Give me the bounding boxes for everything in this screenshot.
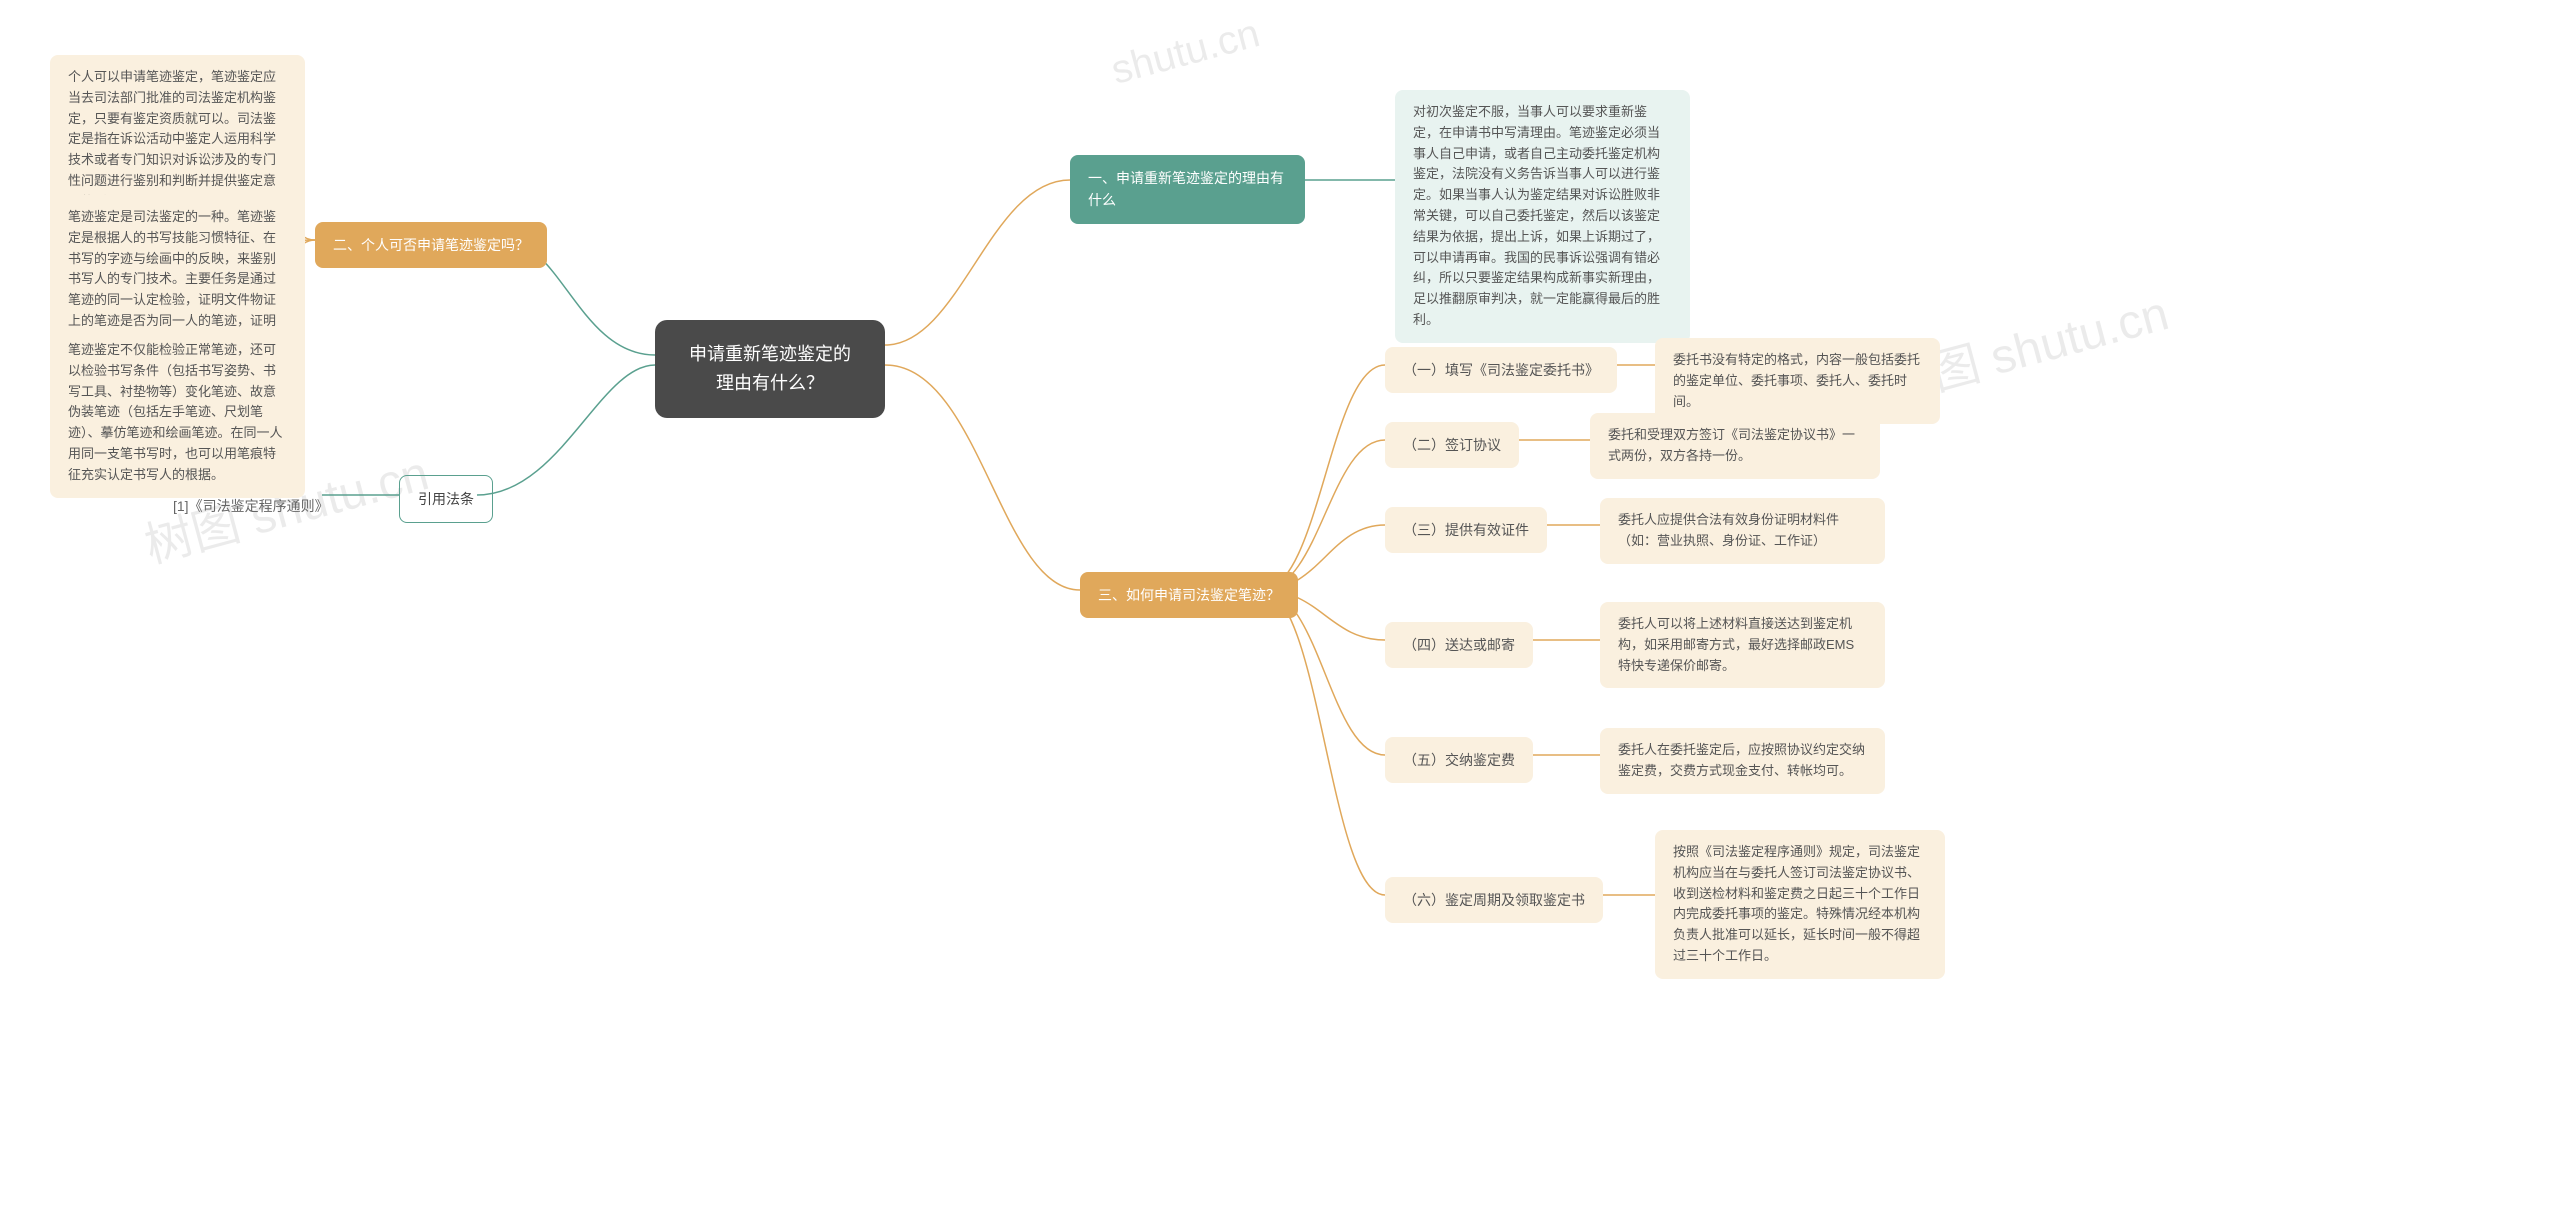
section3-item-6-detail: 按照《司法鉴定程序通则》规定，司法鉴定机构应当在与委托人签订司法鉴定协议书、收到… [1655, 830, 1945, 979]
law-title: 引用法条 [399, 475, 493, 523]
section3-item-4-detail: 委托人可以将上述材料直接送达到鉴定机构，如采用邮寄方式，最好选择邮政EMS特快专… [1600, 602, 1885, 688]
section3-item-4: （四）送达或邮寄 [1385, 622, 1533, 668]
section3-item-5-detail: 委托人在委托鉴定后，应按照协议约定交纳鉴定费，交费方式现金支付、转帐均可。 [1600, 728, 1885, 794]
root-node: 申请重新笔迹鉴定的理由有什么？ [655, 320, 885, 418]
section3-item-3-detail: 委托人应提供合法有效身份证明材料件（如：营业执照、身份证、工作证） [1600, 498, 1885, 564]
section3-item-1: （一）填写《司法鉴定委托书》 [1385, 347, 1617, 393]
law-detail: [1]《司法鉴定程序通则》 [155, 483, 347, 529]
section3-item-3: （三）提供有效证件 [1385, 507, 1547, 553]
section1-title: 一、申请重新笔迹鉴定的理由有什么 [1070, 155, 1305, 224]
section3-item-2-detail: 委托和受理双方签订《司法鉴定协议书》一式两份，双方各持一份。 [1590, 413, 1880, 479]
section3-item-5: （五）交纳鉴定费 [1385, 737, 1533, 783]
section2-p3: 笔迹鉴定不仅能检验正常笔迹，还可以检验书写条件（包括书写姿势、书写工具、衬垫物等… [50, 328, 305, 498]
section3-item-6: （六）鉴定周期及领取鉴定书 [1385, 877, 1603, 923]
section1-detail: 对初次鉴定不服，当事人可以要求重新鉴定，在申请书中写清理由。笔迹鉴定必须当事人自… [1395, 90, 1690, 343]
section3-title: 三、如何申请司法鉴定笔迹？ [1080, 572, 1298, 618]
section2-title: 二、个人可否申请笔迹鉴定吗？ [315, 222, 547, 268]
section3-item-2: （二）签订协议 [1385, 422, 1519, 468]
section3-item-1-detail: 委托书没有特定的格式，内容一般包括委托的鉴定单位、委托事项、委托人、委托时间。 [1655, 338, 1940, 424]
watermark: shutu.cn [1107, 11, 1265, 94]
